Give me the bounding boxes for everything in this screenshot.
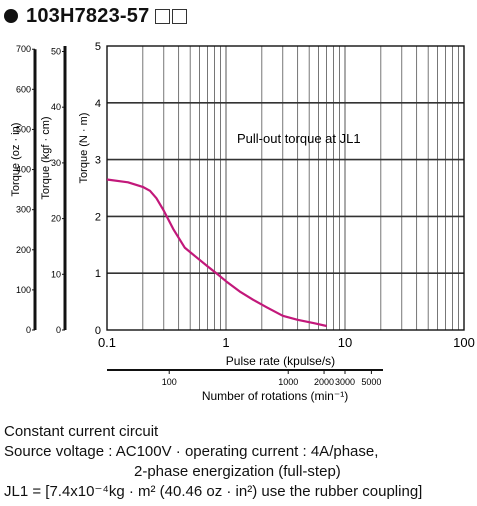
alt-axis-tick-label: 0 bbox=[56, 325, 61, 335]
x-axis-label: Pulse rate (kpulse/s) bbox=[226, 354, 335, 368]
alt-axis-tick-label: 30 bbox=[51, 158, 61, 168]
y-tick-label: 1 bbox=[95, 268, 101, 280]
torque-curve bbox=[106, 178, 327, 328]
rpm-tick-label: 2000 bbox=[314, 377, 334, 387]
alt-axis-tick-label: 100 bbox=[16, 285, 31, 295]
alt-axis-tick-label: 0 bbox=[26, 325, 31, 335]
energization-note: 2-phase energization (full-step) bbox=[134, 463, 341, 480]
empty-square-icon bbox=[172, 8, 188, 24]
x-tick-label: 0.1 bbox=[98, 335, 116, 350]
alt-axis-tick-label: 200 bbox=[16, 245, 31, 255]
model-title: 103H7823-57 bbox=[26, 4, 150, 27]
alt-axis-tick-label: 400 bbox=[16, 165, 31, 175]
rpm-axis-label: Number of rotations (min⁻¹) bbox=[202, 389, 348, 403]
x-tick-label: 1 bbox=[222, 335, 229, 350]
alt-axis-tick-label: 600 bbox=[16, 84, 31, 94]
y-axis-label: Torque (N · m) bbox=[78, 113, 90, 184]
alt-axis-tick-label: 10 bbox=[51, 269, 61, 279]
source-voltage-note: Source voltage : AC100V · operating curr… bbox=[4, 443, 379, 460]
test-conditions: Constant current circuit Source voltage … bbox=[4, 422, 422, 502]
y-tick-label: 4 bbox=[95, 98, 101, 110]
alt-axis-tick-label: 500 bbox=[16, 124, 31, 134]
x-tick-label: 10 bbox=[338, 335, 352, 350]
alt-axis-tick-label: 20 bbox=[51, 214, 61, 224]
placeholder-boxes bbox=[155, 8, 189, 24]
y-tick-label: 3 bbox=[95, 155, 101, 167]
y-tick-label: 5 bbox=[95, 41, 101, 53]
x-tick-label: 100 bbox=[453, 335, 475, 350]
curve-annotation: Pull-out torque at JL1 bbox=[237, 131, 361, 146]
y-tick-label: 2 bbox=[95, 211, 101, 223]
circuit-note: Constant current circuit bbox=[4, 423, 159, 440]
rpm-tick-label: 100 bbox=[162, 377, 177, 387]
empty-square-icon bbox=[155, 8, 171, 24]
plot-frame bbox=[106, 45, 465, 331]
alt-axis-tick-label: 40 bbox=[51, 102, 61, 112]
alt-axis-tick-label: 300 bbox=[16, 205, 31, 215]
alt-axis-label: Torque (oz · in) bbox=[10, 123, 22, 197]
alt-axis-tick-label: 50 bbox=[51, 46, 61, 56]
rpm-tick-label: 1000 bbox=[278, 377, 298, 387]
bullet-icon bbox=[4, 9, 18, 23]
alt-axis-tick-label: 700 bbox=[16, 44, 31, 54]
rpm-tick-label: 5000 bbox=[361, 377, 381, 387]
y-tick-label: 0 bbox=[95, 325, 101, 337]
rpm-tick-label: 3000 bbox=[335, 377, 355, 387]
alt-axis-label: Torque (kgf · cm) bbox=[40, 116, 52, 199]
inertia-note: JL1 = [7.4x10⁻⁴kg · m² (40.46 oz · in²) … bbox=[4, 483, 423, 500]
title-row: 103H7823-57 bbox=[4, 4, 189, 28]
